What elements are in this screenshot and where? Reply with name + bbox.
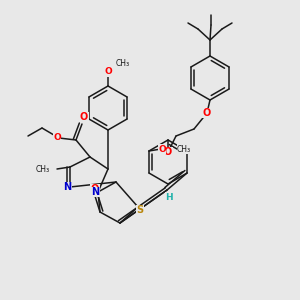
Text: CH₃: CH₃ xyxy=(36,164,50,173)
Text: O: O xyxy=(53,133,61,142)
Text: O: O xyxy=(91,184,99,194)
Text: O: O xyxy=(203,108,211,118)
Text: O: O xyxy=(164,147,172,157)
Text: H: H xyxy=(165,193,173,202)
Text: O: O xyxy=(80,112,88,122)
Text: O: O xyxy=(158,145,166,154)
Text: S: S xyxy=(136,205,144,215)
Text: CH₃: CH₃ xyxy=(177,145,191,154)
Text: O: O xyxy=(104,68,112,76)
Text: N: N xyxy=(91,187,99,197)
Text: CH₃: CH₃ xyxy=(116,59,130,68)
Text: N: N xyxy=(63,182,71,192)
